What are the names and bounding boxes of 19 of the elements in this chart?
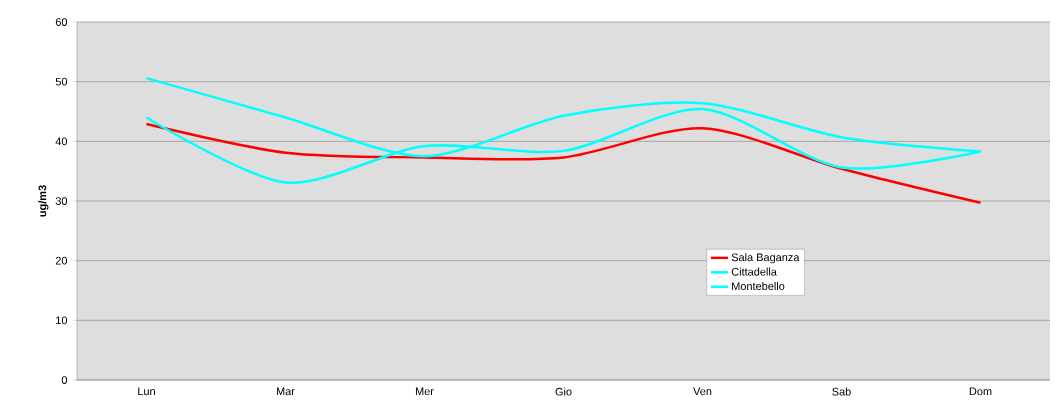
y-tick-label: 50 bbox=[55, 77, 68, 86]
y-tick-label: 60 bbox=[55, 18, 68, 26]
y-tick-label: 0 bbox=[61, 376, 68, 384]
x-tick-label: Ven bbox=[693, 387, 712, 396]
legend-label: Cittadella bbox=[731, 267, 777, 276]
y-tick-label: 20 bbox=[55, 256, 68, 265]
y-axis-title: ug/m3 bbox=[38, 185, 49, 217]
x-tick-label: Gio bbox=[555, 387, 572, 396]
x-tick-label: Mer bbox=[415, 387, 434, 396]
line-series bbox=[145, 122, 982, 205]
legend-label: Sala Baganza bbox=[731, 253, 800, 264]
x-tick-label: Mar bbox=[276, 387, 295, 396]
legend-label: Montebello bbox=[732, 282, 785, 291]
y-tick-label: 30 bbox=[55, 197, 68, 205]
x-tick-label: Dom bbox=[969, 387, 992, 396]
y-tick-label: 40 bbox=[55, 137, 68, 146]
y-tick-label: 10 bbox=[56, 316, 68, 325]
x-tick-label: Lun bbox=[138, 387, 155, 396]
x-tick-label: Sab bbox=[832, 387, 851, 396]
